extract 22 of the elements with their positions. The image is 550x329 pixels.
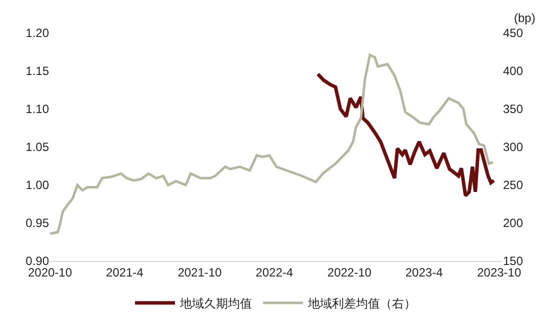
y-tick-label: 1.05 [26, 140, 50, 154]
x-tick-label: 2022-10 [327, 265, 372, 280]
y2-tick-label: 300 [503, 140, 524, 154]
y2-axis-title: (bp) [514, 11, 536, 25]
y-tick-label: 1.10 [26, 102, 50, 116]
line-series [50, 54, 494, 235]
x-tick-label: 2023-4 [405, 265, 444, 280]
y-tick-label: 0.95 [26, 216, 50, 230]
x-tick-label: 2021-4 [106, 265, 144, 280]
x-tick-label: 2021-10 [178, 265, 222, 280]
y2-tick-label: 350 [503, 102, 524, 116]
legend-label: 地域久期均值 [179, 296, 252, 311]
line-series [316, 72, 496, 198]
y-tick-label: 1.15 [26, 64, 50, 78]
y-tick-label: 1.20 [26, 26, 50, 40]
x-tick-label: 2022-4 [256, 265, 294, 280]
y2-tick-label: 450 [503, 26, 524, 40]
y2-tick-label: 200 [503, 216, 524, 230]
y-tick-label: 1.00 [26, 178, 50, 192]
y2-tick-label: 250 [503, 178, 524, 192]
legend-label: 地域利差均值（右） [307, 296, 416, 311]
y2-tick-label: 400 [503, 64, 524, 78]
